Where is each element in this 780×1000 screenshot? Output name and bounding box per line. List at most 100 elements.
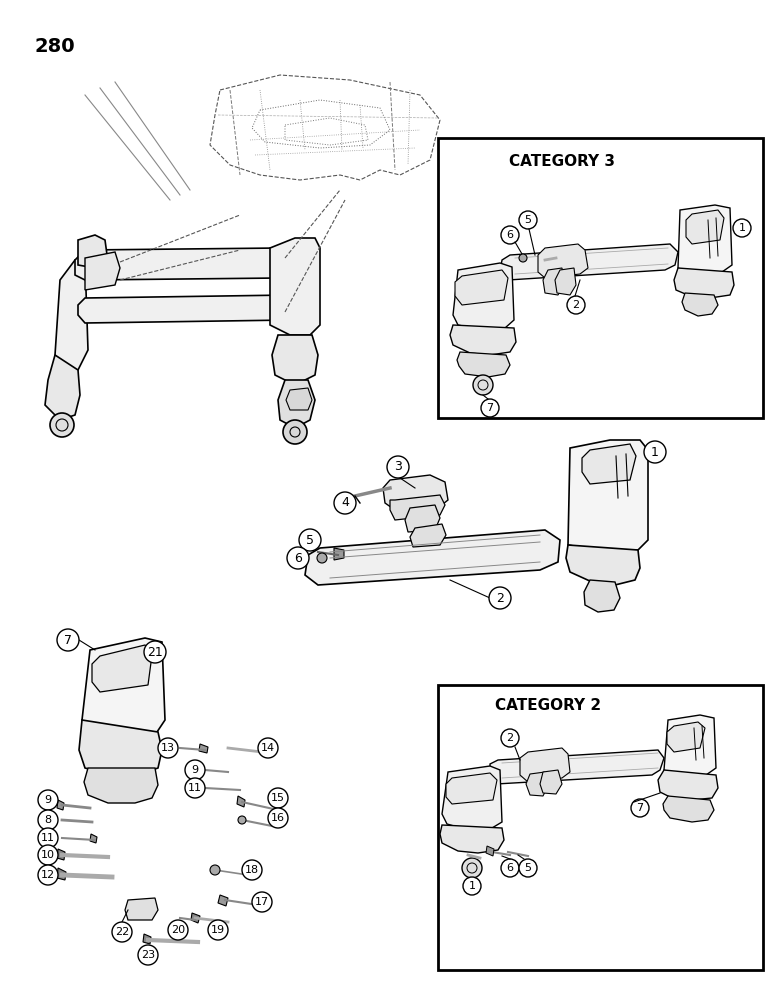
Polygon shape [191, 913, 200, 923]
Text: 20: 20 [171, 925, 185, 935]
Text: 9: 9 [191, 765, 199, 775]
Polygon shape [520, 748, 570, 782]
Polygon shape [78, 295, 295, 323]
Circle shape [334, 492, 356, 514]
Polygon shape [92, 645, 152, 692]
Circle shape [112, 922, 132, 942]
Polygon shape [57, 800, 64, 810]
Text: 1: 1 [469, 881, 476, 891]
Polygon shape [57, 868, 66, 880]
Bar [438, 138, 763, 418]
Circle shape [631, 799, 649, 817]
Polygon shape [272, 335, 318, 385]
Circle shape [38, 845, 58, 865]
Circle shape [38, 865, 58, 885]
Text: 12: 12 [41, 870, 55, 880]
Polygon shape [584, 580, 620, 612]
Circle shape [210, 865, 220, 875]
Circle shape [138, 945, 158, 965]
Text: 14: 14 [261, 743, 275, 753]
Text: 5: 5 [524, 863, 531, 873]
Polygon shape [442, 766, 502, 830]
Text: 11: 11 [188, 783, 202, 793]
Circle shape [57, 629, 79, 651]
Circle shape [481, 399, 499, 417]
Polygon shape [305, 530, 560, 585]
Circle shape [258, 738, 278, 758]
Text: 21: 21 [147, 646, 163, 658]
Circle shape [185, 778, 205, 798]
Text: 17: 17 [255, 897, 269, 907]
Circle shape [268, 808, 288, 828]
Text: 5: 5 [524, 215, 531, 225]
Circle shape [242, 860, 262, 880]
Circle shape [501, 729, 519, 747]
Text: 1: 1 [651, 446, 659, 458]
Bar [438, 685, 763, 970]
Circle shape [489, 587, 511, 609]
Text: 1: 1 [739, 223, 746, 233]
Polygon shape [678, 205, 732, 274]
Circle shape [501, 226, 519, 244]
Polygon shape [568, 440, 648, 552]
Polygon shape [82, 638, 165, 740]
Polygon shape [566, 545, 640, 585]
Polygon shape [686, 210, 724, 244]
Polygon shape [334, 548, 344, 560]
Circle shape [168, 920, 188, 940]
Text: 9: 9 [44, 795, 51, 805]
Polygon shape [664, 715, 716, 777]
Polygon shape [455, 270, 508, 305]
Polygon shape [490, 750, 664, 784]
Circle shape [317, 553, 327, 563]
Text: 2: 2 [573, 300, 580, 310]
Circle shape [567, 296, 585, 314]
Text: CATEGORY 2: CATEGORY 2 [495, 698, 601, 714]
Text: 2: 2 [506, 733, 513, 743]
Text: 16: 16 [271, 813, 285, 823]
Text: 13: 13 [161, 743, 175, 753]
Polygon shape [674, 268, 734, 298]
Polygon shape [237, 796, 245, 807]
Text: 11: 11 [41, 833, 55, 843]
Polygon shape [486, 846, 494, 856]
Polygon shape [682, 293, 718, 316]
Polygon shape [663, 796, 714, 822]
Circle shape [299, 529, 321, 551]
Circle shape [519, 211, 537, 229]
Polygon shape [658, 770, 718, 800]
Polygon shape [84, 768, 158, 803]
Polygon shape [75, 248, 285, 280]
Circle shape [463, 877, 481, 895]
Text: 10: 10 [41, 850, 55, 860]
Polygon shape [450, 325, 516, 355]
Polygon shape [457, 352, 510, 377]
Text: 6: 6 [294, 552, 302, 564]
Text: 22: 22 [115, 927, 129, 937]
Polygon shape [526, 772, 548, 796]
Text: 4: 4 [341, 496, 349, 510]
Text: 2: 2 [496, 591, 504, 604]
Circle shape [252, 892, 272, 912]
Polygon shape [440, 825, 504, 853]
Polygon shape [286, 388, 312, 410]
Text: 5: 5 [306, 534, 314, 546]
Text: 3: 3 [394, 460, 402, 474]
Circle shape [38, 828, 58, 848]
Polygon shape [405, 505, 440, 532]
Text: CATEGORY 3: CATEGORY 3 [509, 154, 615, 169]
Text: 6: 6 [506, 863, 513, 873]
Polygon shape [500, 244, 678, 280]
Polygon shape [540, 770, 562, 794]
Polygon shape [453, 263, 514, 330]
Circle shape [50, 413, 74, 437]
Polygon shape [538, 244, 588, 278]
Polygon shape [582, 444, 636, 484]
Circle shape [733, 219, 751, 237]
Circle shape [185, 760, 205, 780]
Polygon shape [278, 380, 315, 428]
Circle shape [38, 790, 58, 810]
Circle shape [462, 858, 482, 878]
Polygon shape [143, 934, 151, 944]
Polygon shape [390, 495, 445, 520]
